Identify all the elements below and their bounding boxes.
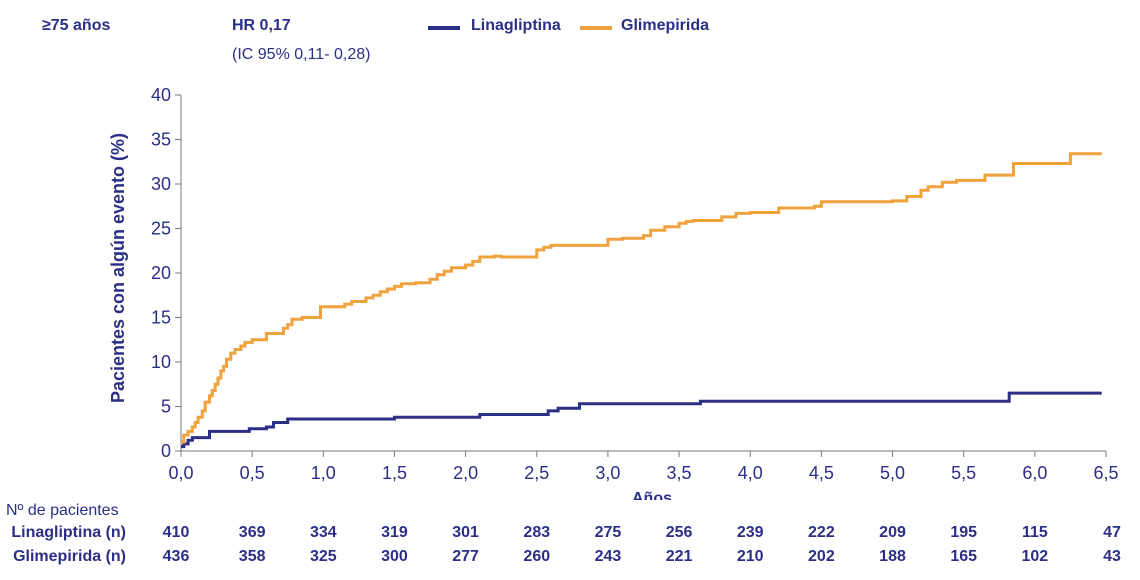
risk-cell: 319 bbox=[381, 524, 408, 541]
ticks: 0 5 10 15 20 25 30 35 40 0,0 0,5 1,0 1,5 2,0 2,5 3,0 3,5… bbox=[151, 85, 1119, 483]
series-line-linagliptina bbox=[181, 391, 1102, 449]
risk-cell: 334 bbox=[309, 524, 337, 541]
risk-cell: 202 bbox=[808, 548, 835, 565]
x-tick-label: 3,0 bbox=[595, 463, 620, 483]
axes bbox=[180, 95, 1106, 452]
x-tick-label: 0,5 bbox=[240, 463, 265, 483]
x-tick-label: 4,0 bbox=[738, 463, 763, 483]
risk-cell: 260 bbox=[523, 548, 551, 565]
risk-cell: 256 bbox=[665, 524, 693, 541]
x-tick-label: 0,0 bbox=[168, 463, 193, 483]
risk-cell: 195 bbox=[950, 524, 978, 541]
x-tick-label: 3,5 bbox=[667, 463, 692, 483]
x-tick-label: 1,0 bbox=[311, 463, 336, 483]
risk-cell: 221 bbox=[665, 548, 693, 565]
legend-label-linagliptina: Linagliptina bbox=[471, 17, 561, 34]
y-tick-label: 30 bbox=[151, 174, 171, 194]
risk-row-label: Linagliptina (n) bbox=[11, 524, 126, 541]
y-tick-label: 35 bbox=[151, 130, 171, 150]
risk-cell: 243 bbox=[594, 548, 622, 565]
hazard-ratio: HR 0,17 bbox=[232, 17, 291, 34]
confidence-interval: (IC 95% 0,11- 0,28) bbox=[232, 46, 371, 63]
risk-cell: 188 bbox=[879, 548, 906, 565]
y-tick-label: 10 bbox=[151, 352, 171, 372]
risk-cell: 275 bbox=[594, 524, 622, 541]
risk-cell: 115 bbox=[1021, 524, 1048, 541]
risk-cell: 43 bbox=[1103, 548, 1121, 565]
risk-cell: 102 bbox=[1021, 548, 1049, 565]
risk-row-label: Glimepirida (n) bbox=[13, 548, 126, 565]
risk-cell: 209 bbox=[879, 524, 906, 541]
km-chart: 0 5 10 15 20 25 30 35 40 0,0 0,5 1,0 1,5 2,0 2,5 3,0 3,5… bbox=[108, 85, 1119, 500]
risk-cell: 301 bbox=[452, 524, 479, 541]
risk-cell: 283 bbox=[523, 524, 551, 541]
x-tick-label: 2,5 bbox=[524, 463, 549, 483]
series-group bbox=[181, 152, 1102, 449]
legend-label-glimepirida: Glimepirida bbox=[621, 17, 710, 34]
series-line-glimepirida bbox=[181, 152, 1102, 444]
risk-cell: 210 bbox=[736, 548, 764, 565]
risk-cell: 239 bbox=[736, 524, 764, 541]
y-tick-label: 25 bbox=[151, 219, 171, 239]
y-tick-label: 40 bbox=[151, 85, 171, 105]
x-tick-label: 5,5 bbox=[951, 463, 976, 483]
y-tick-label: 5 bbox=[161, 397, 171, 417]
risk-cell: 358 bbox=[238, 548, 266, 565]
risk-cell: 300 bbox=[381, 548, 408, 565]
risk-cell: 369 bbox=[238, 524, 266, 541]
risk-cell: 277 bbox=[452, 548, 479, 565]
y-tick-label: 20 bbox=[151, 263, 171, 283]
x-tick-label: 4,5 bbox=[809, 463, 834, 483]
legend-swatch-glimepirida bbox=[580, 26, 612, 30]
y-tick-label: 15 bbox=[151, 308, 171, 328]
risk-cell: 222 bbox=[808, 524, 835, 541]
x-tick-label: 2,0 bbox=[453, 463, 478, 483]
x-tick-label: 6,0 bbox=[1022, 463, 1047, 483]
x-tick-label: 5,0 bbox=[880, 463, 905, 483]
legend-swatch-linagliptina bbox=[428, 26, 460, 30]
risk-cell: 325 bbox=[309, 548, 337, 565]
y-tick-label: 0 bbox=[161, 441, 171, 461]
subgroup-label: ≥75 años bbox=[42, 17, 111, 34]
x-axis-label: Años bbox=[632, 490, 672, 500]
x-tick-label: 1,5 bbox=[382, 463, 407, 483]
risk-table-header: Nº de pacientes bbox=[6, 502, 119, 519]
risk-cell: 436 bbox=[162, 548, 190, 565]
y-axis-label: Pacientes con algún evento (%) bbox=[108, 133, 128, 403]
risk-cell: 165 bbox=[950, 548, 978, 565]
risk-cell: 410 bbox=[162, 524, 190, 541]
x-tick-label: 6,5 bbox=[1093, 463, 1118, 483]
risk-cell: 47 bbox=[1103, 524, 1121, 541]
